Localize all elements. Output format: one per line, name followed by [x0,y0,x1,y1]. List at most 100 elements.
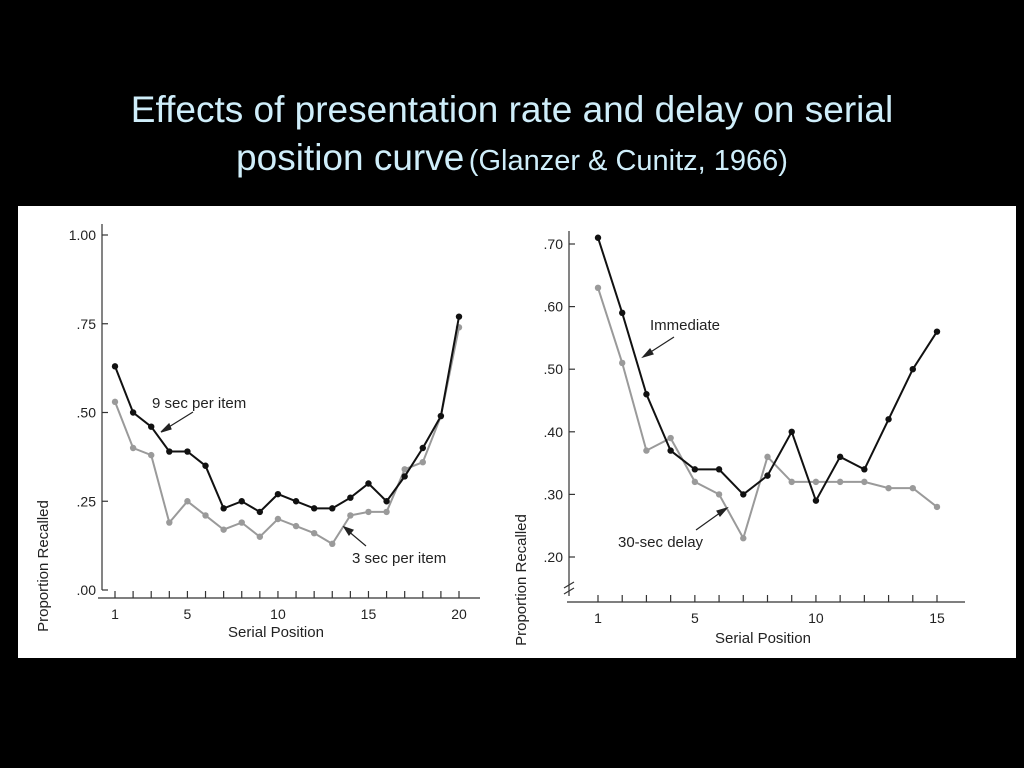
right-x-axis-label: Serial Position [715,630,811,647]
right-series-point-0 [836,453,844,461]
left-series-line-1 [114,327,460,546]
title-citation: (Glanzer & Cunitz, 1966) [468,145,788,177]
left-ticks: .00.25.50.751.001 5 10 15 20 [69,227,467,622]
left-series-line-0 [114,316,460,514]
right-series-point-0 [667,447,674,454]
right-series-point-1 [764,453,771,461]
right-series-point-0 [691,466,699,473]
left-series-point-0 [220,505,227,512]
left-series-point-0 [274,490,282,498]
right-ytick-label: .60 [544,299,564,315]
left-series-point-1 [329,540,336,548]
left-series-point-0 [129,409,137,416]
left-series-point-0 [455,313,463,320]
left-series-point-0 [365,480,372,487]
left-series-point-0 [292,498,300,505]
right-series-point-0 [715,466,723,473]
left-ytick-label: .25 [77,493,97,509]
annotation-9-sec: 9 sec per item [152,395,246,412]
right-series-point-1 [861,478,868,486]
left-series-point-0 [256,508,264,516]
right-xtick-label: 15 [929,610,945,626]
left-ytick-label: .00 [77,582,97,598]
right-xtick-label: 5 [691,610,699,626]
left-axes [98,224,480,599]
left-series-point-1 [383,508,390,516]
right-series-point-1 [836,478,844,486]
slide-title: Effects of presentation rate and delay o… [0,86,1024,190]
left-xtick-label: 5 [184,606,192,622]
chart-presentation-rate: .00.25.50.751.001 5 10 15 20 Proportion Reca… [35,224,480,641]
right-ytick-label: .30 [544,486,564,502]
right-series-point-1 [619,359,626,367]
left-y-axis-label: Proportion Recalled [35,500,52,632]
right-series-point-1 [933,503,941,511]
figure-svg: .00.25.50.751.001 5 10 15 20 Proportion Reca… [35,224,965,647]
annotation-30-sec-delay: 30-sec delay [618,534,704,551]
left-series-point-1 [220,526,227,533]
right-ytick-label: .70 [544,236,564,252]
left-xtick-label: 10 [270,606,286,622]
left-series-point-1 [365,508,372,516]
right-y-axis-label: Proportion Recalled [513,514,530,646]
left-series-point-0 [310,505,318,512]
left-series-point-1 [129,444,137,452]
right-xtick-label: 1 [594,610,602,626]
title-line-1: Effects of presentation rate and delay o… [130,89,894,130]
right-series-point-1 [691,478,699,486]
left-series-point-0 [419,444,426,452]
left-series-point-0 [111,363,119,370]
right-series-point-0 [933,328,941,335]
annotation-arrows-left [160,411,367,547]
right-series-point-0 [861,466,868,473]
right-series-point-0 [885,416,892,423]
right-ytick-label: .40 [544,424,564,440]
right-series-point-0 [812,497,820,504]
right-axis-break-2 [563,587,575,595]
chart-delay: .20.30.40.50.60.701 5 10 15 Proportion Reca… [513,231,965,647]
left-series-point-1 [310,530,318,537]
right-series-point-0 [594,234,602,241]
left-series-point-1 [256,533,264,540]
annotation-arrows-right [641,336,729,531]
left-series-point-0 [184,448,191,455]
left-xtick-label: 1 [111,606,119,622]
right-series-point-0 [740,491,747,498]
left-series-point-1 [184,498,191,505]
left-x-axis-label: Serial Position [228,624,324,641]
left-series-point-1 [419,459,426,466]
left-series-point-1 [238,519,245,526]
left-series-point-1 [292,522,300,530]
left-series-point-0 [166,448,173,455]
right-axis-break-1 [563,581,575,589]
right-series-point-1 [667,434,674,442]
left-ytick-label: 1.00 [69,227,96,243]
left-series-point-1 [148,451,155,459]
left-series-point-1 [347,512,354,519]
left-series-point-0 [202,462,209,469]
right-series-point-1 [740,535,747,542]
left-series-point-0 [437,412,445,420]
left-ytick-label: .75 [77,316,97,332]
left-series-point-1 [401,466,408,473]
left-series-point-0 [329,505,336,512]
annotation-immediate: Immediate [650,317,720,334]
right-series-line-0 [597,237,938,504]
right-ytick-label: .50 [544,361,564,377]
right-series [594,234,941,542]
left-xtick-label: 20 [451,606,467,622]
left-series [111,313,463,548]
left-xtick-label: 15 [361,606,377,622]
right-series-point-1 [715,491,723,498]
right-series-point-0 [909,366,916,373]
left-series-point-1 [202,512,209,519]
right-series-point-1 [788,478,795,486]
left-series-point-0 [383,498,390,505]
right-series-line-1 [597,287,938,541]
left-series-point-0 [238,498,245,505]
right-xtick-label: 10 [808,610,824,626]
left-series-point-1 [111,398,119,406]
figure-panel: .00.25.50.75 1.00 1 5 10 15 20 Proportion Reca… [18,206,1016,658]
right-series-point-0 [788,428,795,435]
right-series-point-1 [643,447,650,454]
